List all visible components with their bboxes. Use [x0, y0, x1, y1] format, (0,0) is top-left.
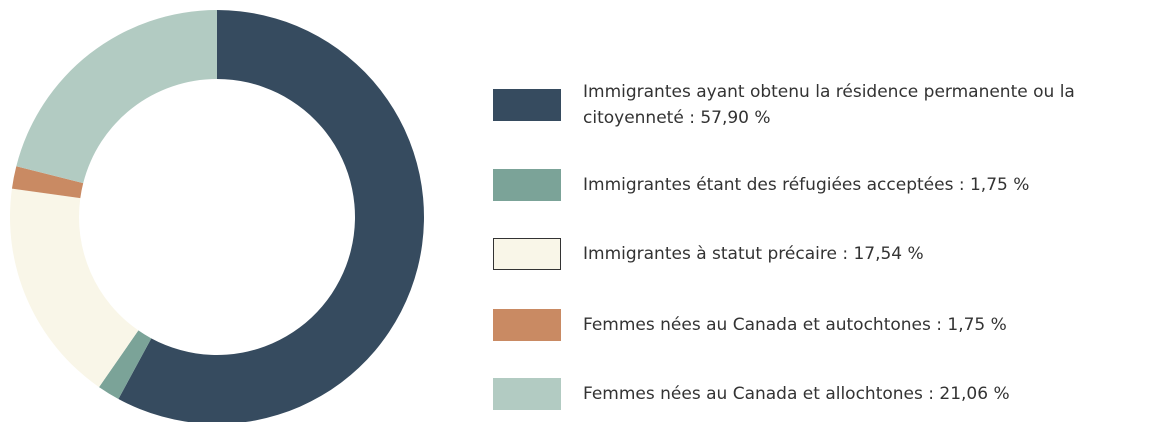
- legend-label: Immigrantes ayant obtenu la résidence pe…: [583, 82, 1075, 128]
- legend-label: Femmes nées au Canada et allochtones : 2…: [583, 384, 1010, 404]
- legend-item: Femmes nées au Canada et allochtones : 2…: [493, 378, 1010, 410]
- legend-label: Immigrantes étant des réfugiées acceptée…: [583, 175, 1030, 195]
- legend-item: Femmes nées au Canada et autochtones : 1…: [493, 309, 1007, 341]
- legend-swatch: [493, 89, 561, 121]
- donut-slice: [118, 10, 424, 422]
- legend: Immigrantes ayant obtenu la résidence pe…: [493, 0, 1158, 422]
- donut-chart: [10, 10, 424, 422]
- legend-item: Immigrantes à statut précaire : 17,54 %: [493, 238, 924, 270]
- legend-item: Immigrantes ayant obtenu la résidence pe…: [493, 79, 1088, 131]
- donut-slice: [16, 10, 218, 184]
- legend-swatch: [493, 309, 561, 341]
- donut-slice: [99, 330, 152, 400]
- legend-item: Immigrantes étant des réfugiées acceptée…: [493, 169, 1029, 201]
- legend-swatch: [493, 238, 561, 270]
- donut-slice: [10, 188, 139, 388]
- legend-label: Immigrantes à statut précaire : 17,54 %: [583, 244, 924, 264]
- legend-swatch: [493, 378, 561, 410]
- legend-label: Femmes nées au Canada et autochtones : 1…: [583, 315, 1007, 335]
- legend-swatch: [493, 169, 561, 201]
- donut-slice: [11, 166, 84, 199]
